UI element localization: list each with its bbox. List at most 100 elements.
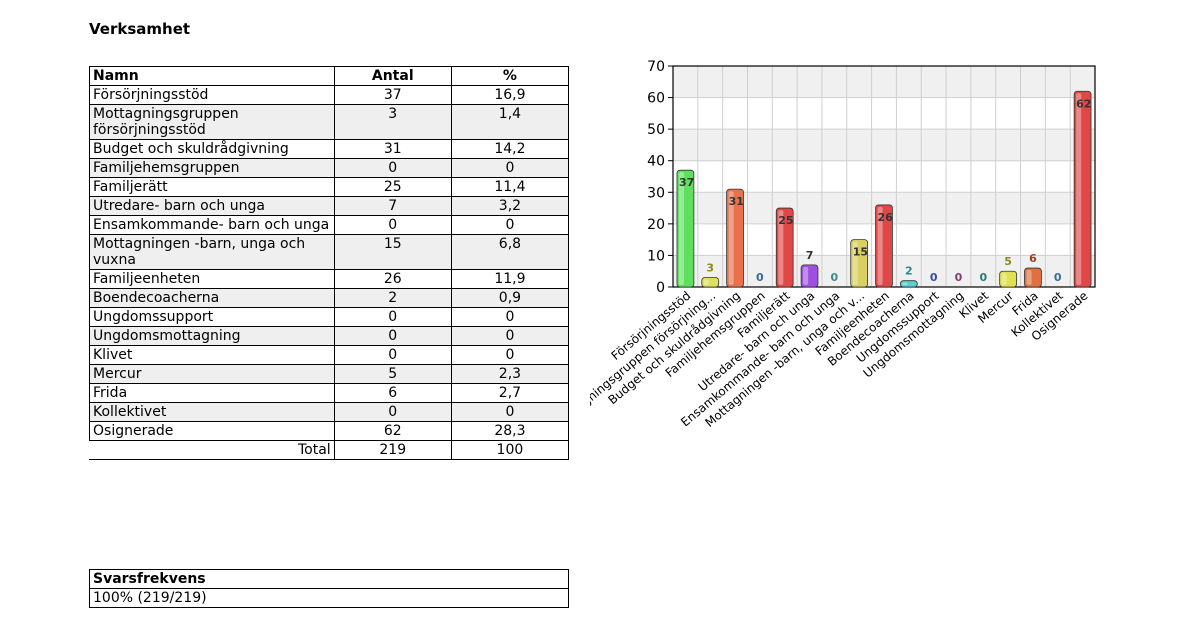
total-row: Total 219 100 <box>89 440 570 460</box>
row-percent: 3,2 <box>450 196 570 216</box>
row-count: 0 <box>333 345 452 365</box>
table-row: Osignerade 62 28,3 <box>89 421 570 441</box>
bar <box>800 264 819 288</box>
row-name: Försörjningsstöd <box>89 85 335 105</box>
row-name: Mottagningsgruppen försörjningsstöd <box>89 104 335 140</box>
row-count: 62 <box>333 421 452 441</box>
y-tick-label: 20 <box>647 217 665 233</box>
table-row: Budget och skuldrådgivning 31 14,2 <box>89 139 570 159</box>
bar <box>1024 267 1042 288</box>
row-percent: 2,3 <box>450 364 570 384</box>
table-row: Kollektivet 0 0 <box>89 402 570 422</box>
y-tick-label: 30 <box>647 185 665 201</box>
row-name: Utredare- barn och unga <box>89 196 335 216</box>
bar-highlight <box>1076 93 1082 285</box>
row-count: 26 <box>333 269 452 289</box>
row-name: Ungdomsmottagning <box>89 326 335 346</box>
table-row: Ungdomsmottagning 0 0 <box>89 326 570 346</box>
bar-highlight <box>877 206 883 285</box>
header-count: Antal <box>333 66 452 86</box>
total-percent: 100 <box>450 440 570 460</box>
table-row: Försörjningsstöd 37 16,9 <box>89 85 570 105</box>
data-label: 62 <box>1076 97 1091 110</box>
row-count: 0 <box>333 402 452 422</box>
grid-band <box>673 129 1095 161</box>
bar-highlight <box>1026 270 1032 285</box>
bar <box>726 188 744 288</box>
table-row: Ungdomssupport 0 0 <box>89 307 570 327</box>
row-count: 2 <box>333 288 452 308</box>
table-header-row: Namn Antal % <box>89 66 570 86</box>
data-label: 0 <box>979 271 987 284</box>
row-name: Familjeenheten <box>89 269 335 289</box>
row-count: 0 <box>333 158 452 178</box>
bar-highlight <box>678 172 685 285</box>
bar <box>899 280 918 288</box>
row-count: 31 <box>333 139 452 159</box>
y-tick-label: 50 <box>647 122 665 138</box>
table-row: Mottagningen -barn, unga och vuxna 15 6,8 <box>89 234 570 270</box>
y-tick-label: 60 <box>647 91 665 107</box>
table-row: Klivet 0 0 <box>89 345 570 365</box>
data-label: 0 <box>1054 271 1062 284</box>
row-name: Klivet <box>89 345 335 365</box>
data-label: 15 <box>853 246 868 259</box>
row-percent: 14,2 <box>450 139 570 159</box>
table-row: Utredare- barn och unga 7 3,2 <box>89 196 570 216</box>
table-row: Mercur 5 2,3 <box>89 364 570 384</box>
data-label: 2 <box>905 265 913 278</box>
row-count: 37 <box>333 85 452 105</box>
table-row: Familjehemsgruppen 0 0 <box>89 158 570 178</box>
table-row: Ensamkommande- barn och unga 0 0 <box>89 215 570 235</box>
bar <box>875 204 893 288</box>
bar <box>1073 90 1092 288</box>
data-label: 25 <box>778 214 793 227</box>
row-percent: 28,3 <box>450 421 570 441</box>
bar-highlight <box>803 266 809 285</box>
data-label: 26 <box>878 211 894 224</box>
row-percent: 0 <box>450 215 570 235</box>
bar <box>775 207 794 288</box>
bar <box>701 277 720 288</box>
table-row: Familjerätt 25 11,4 <box>89 177 570 197</box>
section-title: Verksamhet <box>89 20 191 38</box>
table-row: Familjeenheten 26 11,9 <box>89 269 570 289</box>
y-tick-label: 70 <box>647 59 665 75</box>
row-count: 15 <box>333 234 452 270</box>
row-name: Ungdomssupport <box>89 307 335 327</box>
data-label: 0 <box>930 271 938 284</box>
header-percent: % <box>450 66 570 86</box>
data-label: 37 <box>679 176 694 189</box>
total-label: Total <box>89 440 335 460</box>
total-count: 219 <box>333 440 452 460</box>
row-count: 6 <box>333 383 452 403</box>
row-percent: 2,7 <box>450 383 570 403</box>
row-name: Familjerätt <box>89 177 335 197</box>
row-percent: 1,4 <box>450 104 570 140</box>
row-percent: 0 <box>450 402 570 422</box>
data-label: 5 <box>1004 255 1012 268</box>
row-name: Mercur <box>89 364 335 384</box>
data-label: 6 <box>1029 252 1037 265</box>
bar-highlight <box>703 279 709 285</box>
response-rate-header: Svarsfrekvens <box>89 569 569 589</box>
bar <box>999 270 1017 288</box>
row-name: Mottagningen -barn, unga och vuxna <box>89 234 335 270</box>
response-rate-table: Svarsfrekvens 100% (219/219) <box>89 569 569 608</box>
header-name: Namn <box>89 66 335 86</box>
row-percent: 16,9 <box>450 85 570 105</box>
data-label: 31 <box>729 195 744 208</box>
data-label: 7 <box>806 249 814 262</box>
row-count: 3 <box>333 104 452 140</box>
row-name: Frida <box>89 383 335 403</box>
row-count: 0 <box>333 326 452 346</box>
row-count: 25 <box>333 177 452 197</box>
row-name: Ensamkommande- barn och unga <box>89 215 335 235</box>
row-percent: 0 <box>450 158 570 178</box>
row-name: Kollektivet <box>89 402 335 422</box>
response-rate-value: 100% (219/219) <box>89 588 569 608</box>
y-tick-label: 40 <box>647 154 665 170</box>
row-name: Familjehemsgruppen <box>89 158 335 178</box>
bar-highlight <box>1001 273 1007 285</box>
row-count: 0 <box>333 307 452 327</box>
